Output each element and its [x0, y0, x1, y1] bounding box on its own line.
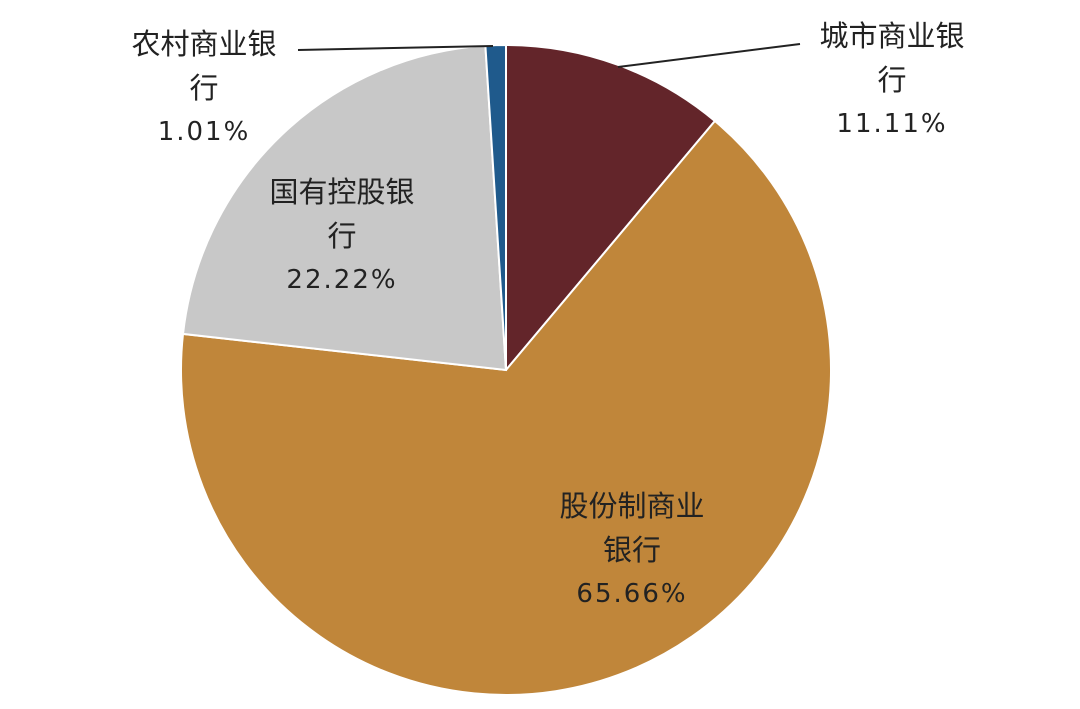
value-label: 11.11%: [836, 109, 948, 139]
slice-label: 城市商业银行 11.11%: [806, 14, 978, 146]
slice-label: 国有控股银行 22.22%: [256, 170, 428, 302]
pie-slice: [181, 44, 508, 372]
slice-label: 股份制商业银行 65.66%: [546, 484, 718, 616]
value-label: 22.22%: [286, 265, 398, 295]
category-label: 农村商业银行: [131, 27, 277, 105]
category-label: 国有控股银行: [269, 175, 415, 253]
pie-slice: [180, 119, 832, 696]
category-label: 城市商业银行: [819, 19, 965, 97]
value-label: 65.66%: [576, 579, 688, 609]
category-label: 股份制商业银行: [559, 489, 705, 567]
leader-line: [617, 43, 801, 68]
pie-slice: [505, 43, 717, 373]
slice-label: 农村商业银行 1.01%: [118, 22, 290, 154]
value-label: 1.01%: [157, 117, 251, 147]
leader-line: [297, 45, 494, 51]
